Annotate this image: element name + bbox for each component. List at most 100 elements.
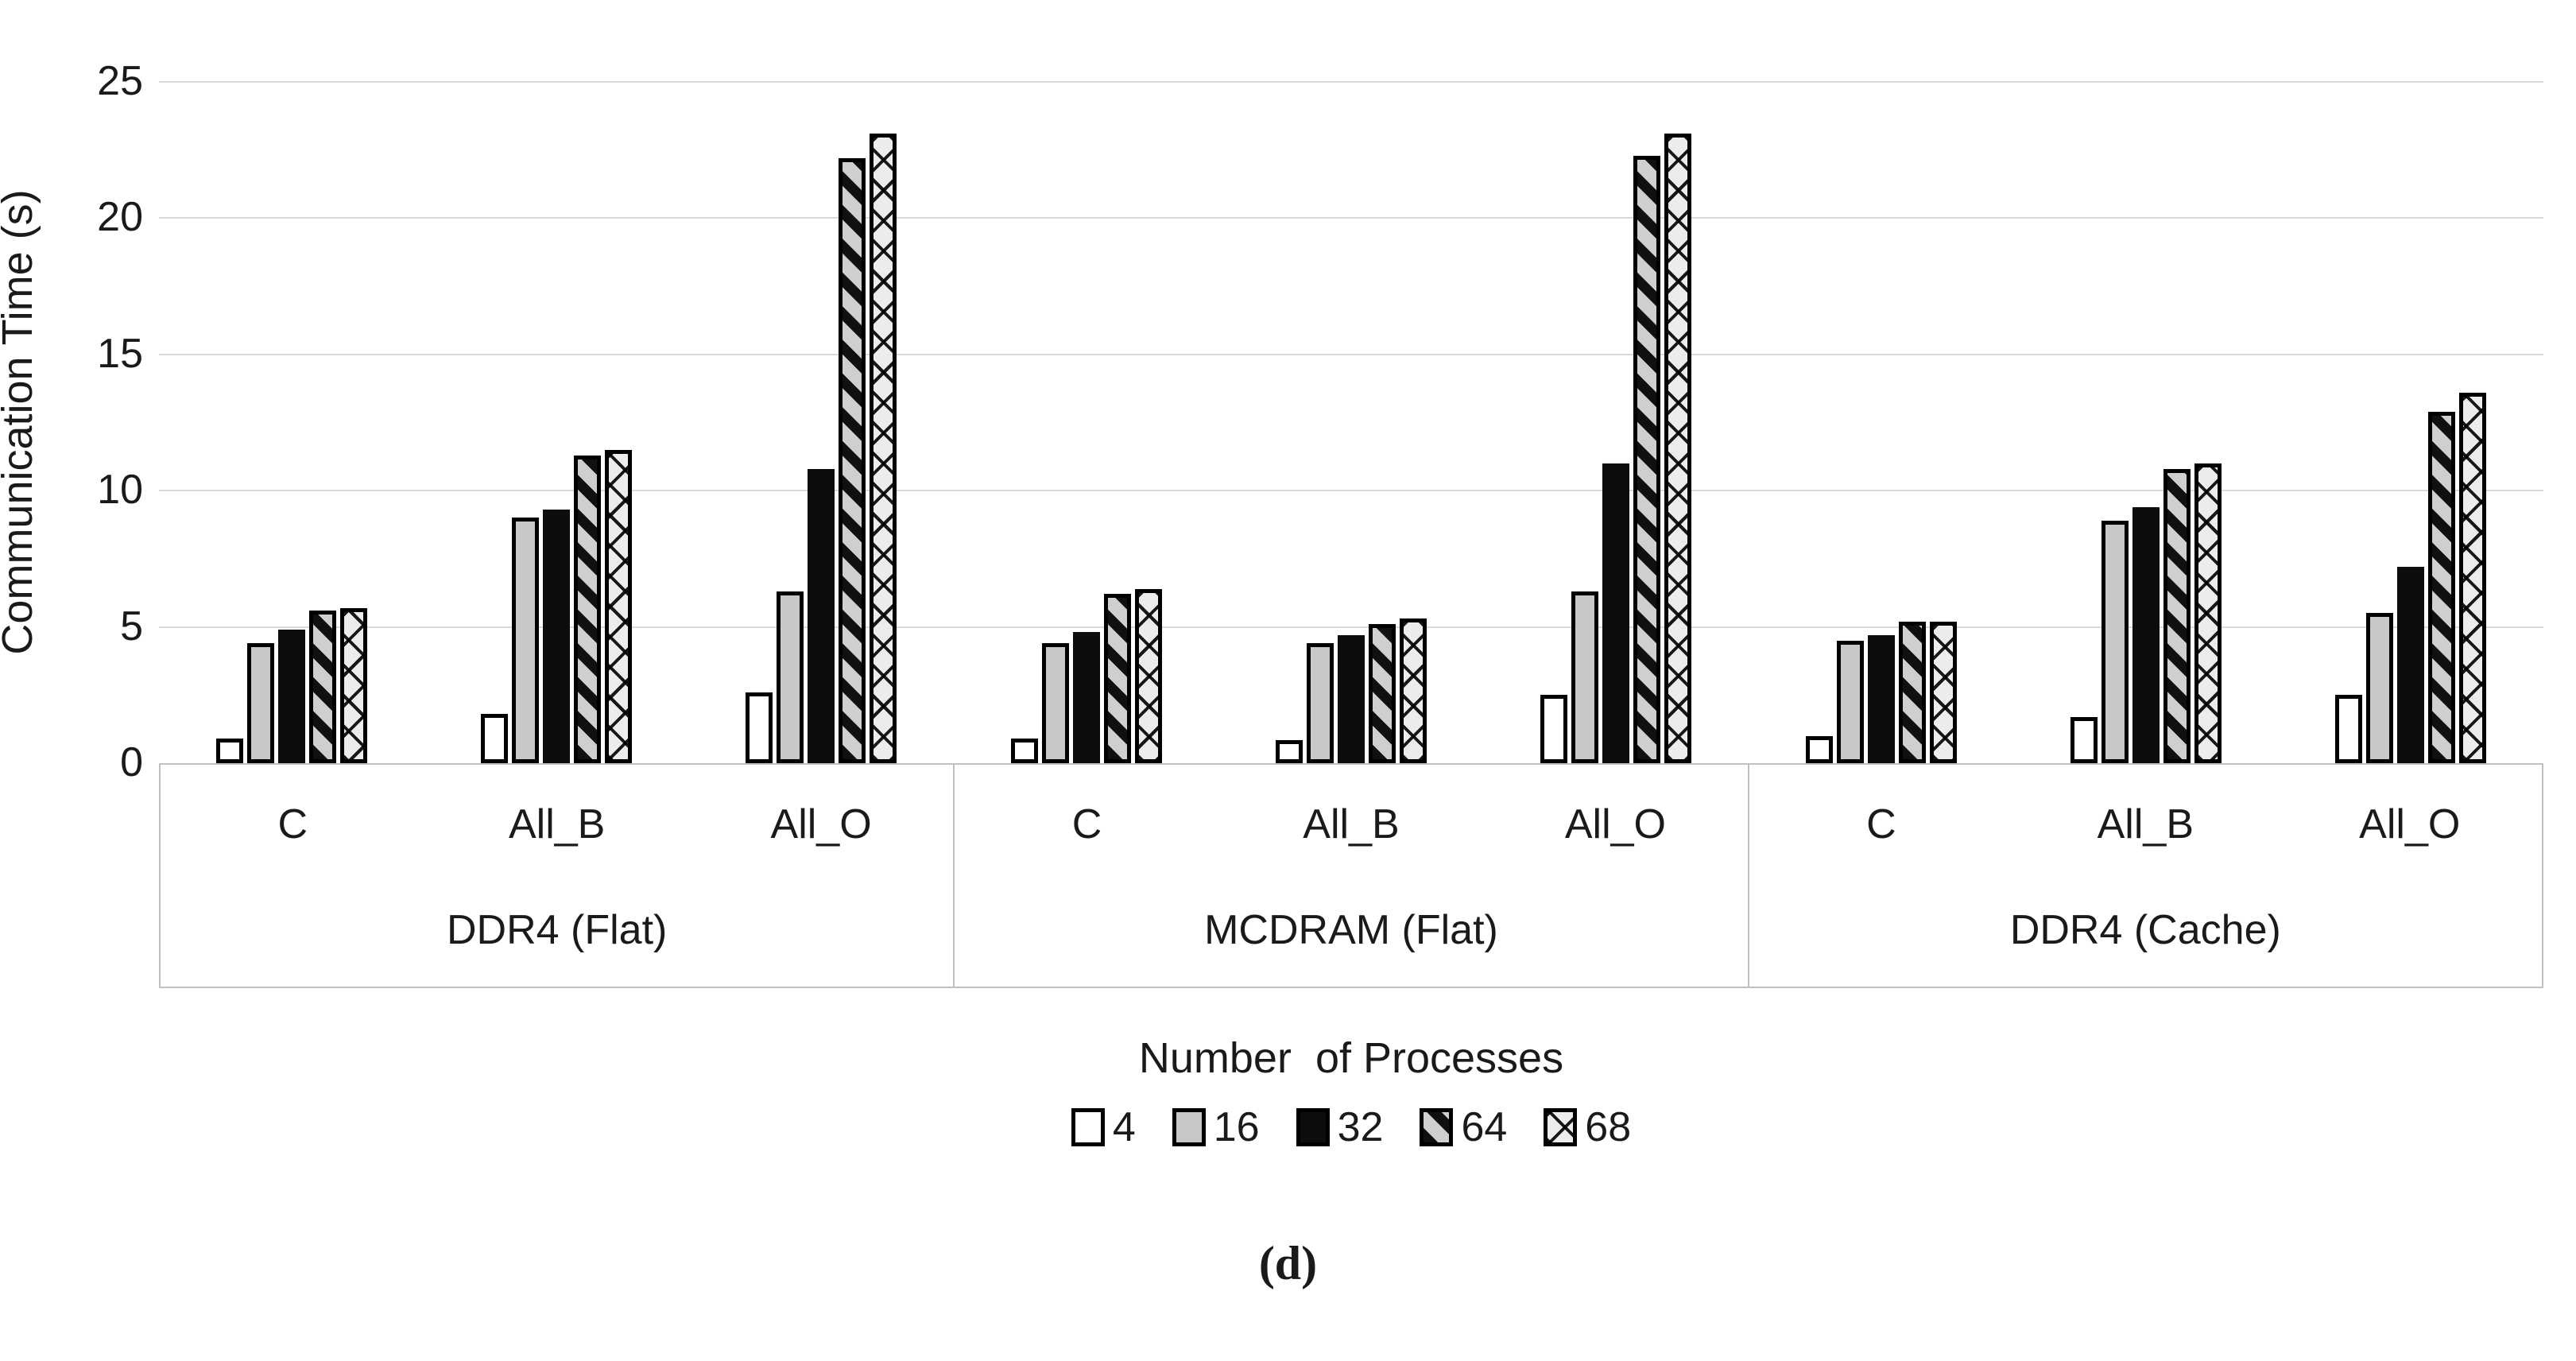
bar-16-All_B-DDR4 (Cache) xyxy=(2101,521,2129,763)
bar-32-C-DDR4 (Cache) xyxy=(1867,635,1895,763)
legend-items: 4 16 32 64 68 xyxy=(159,1103,2543,1151)
bar-4-All_B-DDR4 (Flat) xyxy=(480,714,508,763)
axis-section-DDR4 (Cache): C All_B All_O DDR4 (Cache) xyxy=(1749,765,2542,987)
bar-32-All_B-DDR4 (Flat) xyxy=(542,510,570,763)
bar-16-All_B-DDR4 (Flat) xyxy=(511,518,539,763)
bar-4-C-MCDRAM (Flat) xyxy=(1010,739,1038,763)
cluster-DDR4 (Cache)-C xyxy=(1749,82,2013,763)
bar-64-C-DDR4 (Cache) xyxy=(1898,622,1926,763)
bar-68-All_B-MCDRAM (Flat) xyxy=(1399,618,1427,763)
y-tick-label-5: 5 xyxy=(120,603,143,649)
category-row: C All_B All_O xyxy=(955,765,1747,884)
category-label-All_B: All_B xyxy=(2097,801,2194,847)
bar-4-All_B-DDR4 (Cache) xyxy=(2070,717,2098,763)
bar-64-All_B-DDR4 (Cache) xyxy=(2163,469,2191,763)
bar-16-C-DDR4 (Flat) xyxy=(246,643,274,763)
bar-68-All_O-MCDRAM (Flat) xyxy=(1664,134,1692,763)
bar-68-All_O-DDR4 (Cache) xyxy=(2459,393,2487,763)
bar-16-C-DDR4 (Cache) xyxy=(1836,641,1864,763)
bar-4-All_O-DDR4 (Cache) xyxy=(2335,695,2363,763)
cluster-DDR4 (Cache)-All_B xyxy=(2013,82,2278,763)
legend-label-16: 16 xyxy=(1213,1104,1260,1150)
bar-64-All_O-DDR4 (Flat) xyxy=(839,158,866,763)
bar-64-All_O-MCDRAM (Flat) xyxy=(1633,156,1661,763)
y-tick-label-15: 15 xyxy=(97,330,143,377)
y-axis-title: Communication Time (s) xyxy=(0,189,42,654)
bar-32-All_O-MCDRAM (Flat) xyxy=(1602,463,1630,763)
legend-label-32: 32 xyxy=(1337,1104,1384,1150)
legend-swatch-32-icon xyxy=(1296,1108,1330,1146)
bar-64-All_O-DDR4 (Cache) xyxy=(2428,412,2456,763)
axis-section-MCDRAM (Flat): C All_B All_O MCDRAM (Flat) xyxy=(955,765,1749,987)
bar-32-C-DDR4 (Flat) xyxy=(277,630,305,763)
legend: Number of Processes 4 16 32 64 68 xyxy=(159,1033,2543,1151)
legend-swatch-4-icon xyxy=(1071,1108,1105,1146)
bar-64-All_B-MCDRAM (Flat) xyxy=(1368,624,1396,763)
category-label-All_O: All_O xyxy=(770,801,872,847)
bar-32-C-MCDRAM (Flat) xyxy=(1072,632,1100,763)
category-row: C All_B All_O xyxy=(1749,765,2542,884)
legend-item-32: 32 xyxy=(1296,1103,1384,1151)
bar-68-All_B-DDR4 (Cache) xyxy=(2194,463,2222,763)
bar-4-All_O-DDR4 (Flat) xyxy=(746,692,773,763)
bar-4-All_O-MCDRAM (Flat) xyxy=(1540,695,1568,763)
gridline-y15 xyxy=(159,353,2543,355)
bar-16-All_B-MCDRAM (Flat) xyxy=(1306,643,1334,763)
bar-4-All_B-MCDRAM (Flat) xyxy=(1275,740,1303,763)
bar-clusters xyxy=(159,82,2543,763)
legend-title: Number of Processes xyxy=(1138,1034,1564,1082)
category-label-All_O: All_O xyxy=(1564,801,1666,847)
cluster-DDR4 (Cache)-All_O xyxy=(2279,82,2543,763)
bar-4-C-DDR4 (Cache) xyxy=(1805,736,1833,763)
bar-16-All_O-DDR4 (Flat) xyxy=(777,591,804,763)
bar-16-All_O-DDR4 (Cache) xyxy=(2366,613,2394,763)
group-label-DDR4 (Cache): DDR4 (Cache) xyxy=(2009,906,2281,953)
legend-swatch-68-icon xyxy=(1544,1108,1578,1146)
cluster-MCDRAM (Flat)-C xyxy=(954,82,1218,763)
gridline-y10 xyxy=(159,490,2543,492)
gridline-y5 xyxy=(159,626,2543,628)
cluster-DDR4 (Flat)-C xyxy=(159,82,424,763)
cluster-MCDRAM (Flat)-All_O xyxy=(1484,82,1749,763)
y-tick-label-25: 25 xyxy=(97,58,143,104)
category-label-All_B: All_B xyxy=(508,801,606,847)
bar-64-All_B-DDR4 (Flat) xyxy=(573,456,601,763)
cluster-MCDRAM (Flat)-All_B xyxy=(1218,82,1483,763)
legend-item-4: 4 xyxy=(1071,1103,1136,1151)
bar-32-All_B-DDR4 (Cache) xyxy=(2132,507,2160,763)
axis-section-DDR4 (Flat): C All_B All_O DDR4 (Flat) xyxy=(161,765,955,987)
bar-32-All_O-DDR4 (Flat) xyxy=(808,469,835,763)
bar-64-C-DDR4 (Flat) xyxy=(308,611,336,763)
category-row: C All_B All_O xyxy=(161,765,953,884)
bar-68-C-DDR4 (Cache) xyxy=(1929,622,1957,763)
plot-area xyxy=(159,81,2543,763)
legend-label-64: 64 xyxy=(1461,1104,1508,1150)
category-label-All_B: All_B xyxy=(1303,801,1400,847)
legend-item-68: 68 xyxy=(1544,1103,1631,1151)
legend-label-68: 68 xyxy=(1585,1104,1632,1150)
y-tick-label-0: 0 xyxy=(120,739,143,785)
bar-68-C-MCDRAM (Flat) xyxy=(1134,589,1162,763)
gridline-y20 xyxy=(159,217,2543,219)
cluster-DDR4 (Flat)-All_B xyxy=(424,82,688,763)
category-label-C: C xyxy=(1866,801,1896,847)
legend-label-4: 4 xyxy=(1112,1104,1136,1150)
category-label-C: C xyxy=(1071,801,1102,847)
category-label-C: C xyxy=(277,801,308,847)
bar-68-All_O-DDR4 (Flat) xyxy=(870,134,897,763)
bar-68-All_B-DDR4 (Flat) xyxy=(604,450,632,763)
legend-item-64: 64 xyxy=(1420,1103,1507,1151)
category-axis-band: C All_B All_O DDR4 (Flat) C All_B All_O MCDRAM … xyxy=(159,763,2543,988)
legend-item-16: 16 xyxy=(1172,1103,1260,1151)
legend-swatch-64-icon xyxy=(1420,1108,1454,1146)
y-tick-label-20: 20 xyxy=(97,194,143,241)
legend-swatch-16-icon xyxy=(1172,1108,1206,1146)
cluster-DDR4 (Flat)-All_O xyxy=(689,82,954,763)
bar-68-C-DDR4 (Flat) xyxy=(339,608,367,763)
bar-32-All_O-DDR4 (Cache) xyxy=(2397,567,2425,763)
bar-32-All_B-MCDRAM (Flat) xyxy=(1337,635,1365,763)
gridline-y25 xyxy=(159,81,2543,83)
bar-16-C-MCDRAM (Flat) xyxy=(1041,643,1069,763)
category-label-All_O: All_O xyxy=(2359,801,2461,847)
